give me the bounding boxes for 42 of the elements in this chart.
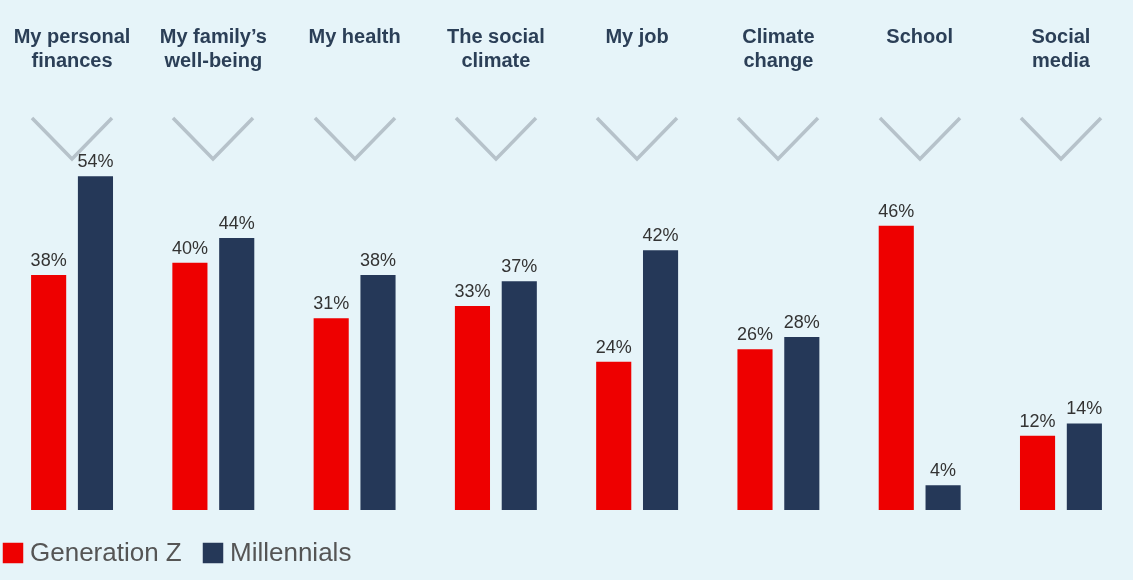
bar: [313, 318, 349, 510]
x-tick-label: Climate change: [742, 24, 815, 71]
bar: [1019, 435, 1056, 510]
bar: [360, 275, 396, 510]
bar: [737, 349, 773, 510]
data-label: 38%: [30, 250, 67, 271]
data-label: 28%: [783, 311, 820, 332]
bar: [642, 250, 679, 510]
data-label: 46%: [878, 200, 915, 221]
data-label: 24%: [595, 336, 632, 357]
data-label: 4%: [930, 460, 957, 481]
data-label: 33%: [454, 281, 491, 301]
bar: [172, 262, 208, 510]
bar: [77, 176, 114, 510]
bar: [501, 281, 537, 510]
legend-label: Generation Z: [30, 537, 182, 567]
bar: [1066, 423, 1102, 510]
data-label: 37%: [501, 256, 538, 277]
data-label: 38%: [359, 250, 397, 271]
data-label: 42%: [642, 225, 679, 246]
bar: [784, 336, 820, 510]
x-tick-label: My personal finances: [13, 24, 131, 71]
x-tick-label: My health: [308, 24, 401, 47]
data-label: 40%: [171, 237, 208, 258]
data-label: 31%: [313, 293, 350, 314]
x-tick-label: Social media: [1031, 24, 1091, 71]
bar: [454, 306, 491, 510]
bar: [878, 225, 914, 510]
data-label: 44%: [218, 213, 255, 233]
x-tick-label: The social climate: [446, 24, 545, 71]
data-label: 26%: [736, 324, 774, 345]
bar: [596, 361, 632, 510]
data-label: 54%: [77, 151, 114, 172]
bar: [31, 275, 67, 510]
x-tick-label: School: [886, 24, 954, 47]
data-label: 12%: [1019, 410, 1056, 431]
bar: [219, 238, 255, 510]
bar: [925, 485, 961, 510]
legend-label: Millennials: [230, 537, 352, 567]
x-tick-label: My job: [605, 24, 669, 47]
x-tick-label: My family’s well-being: [159, 24, 267, 71]
data-label: 14%: [1066, 398, 1103, 419]
